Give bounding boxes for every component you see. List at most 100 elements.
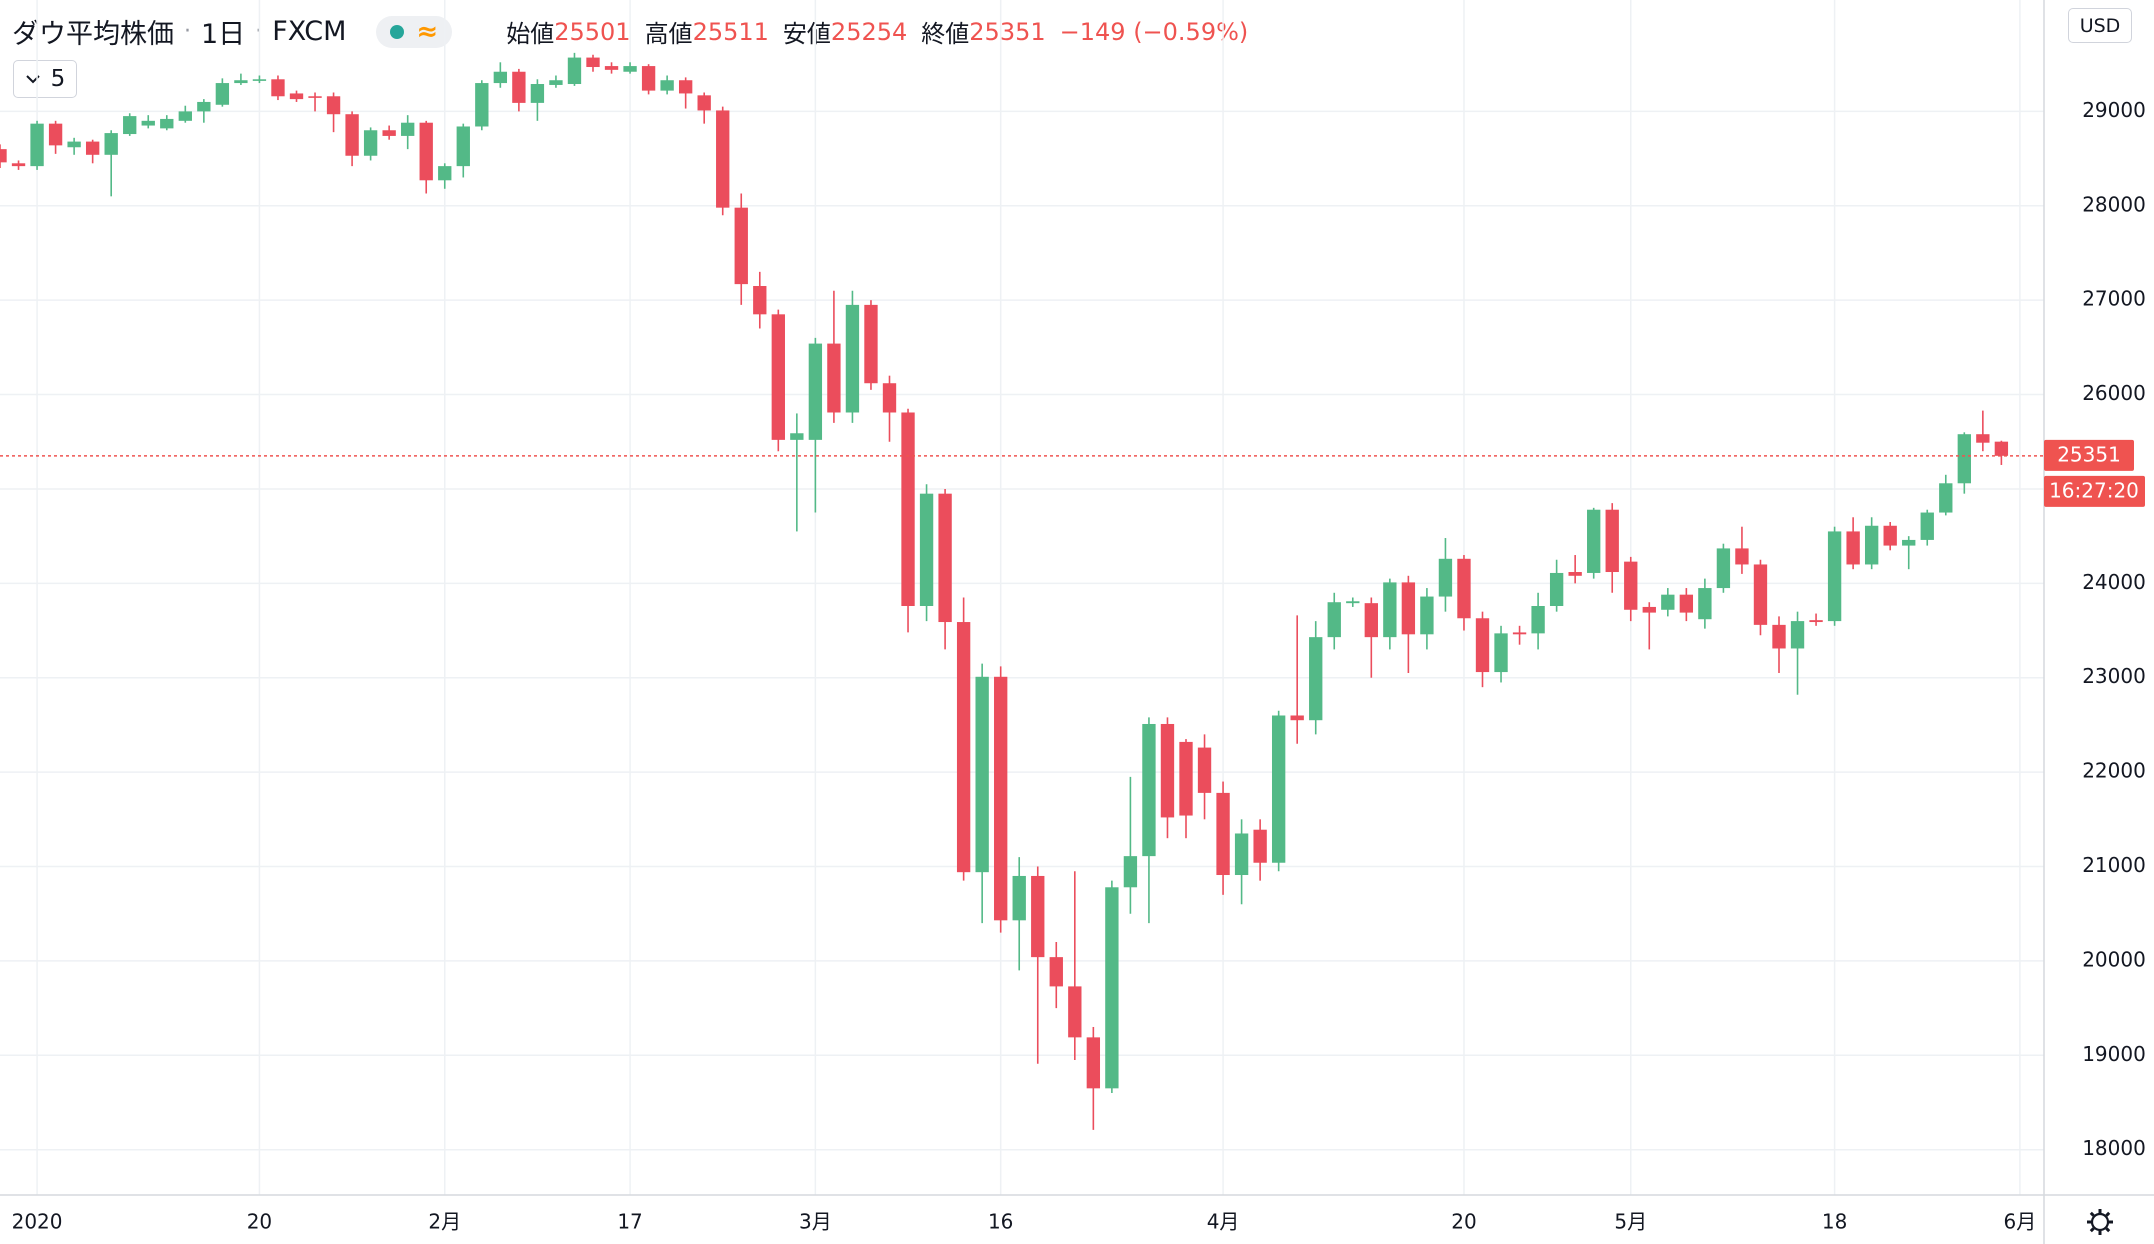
candle-body [938,493,952,623]
last-price-tag [2044,439,2134,471]
candle-body [1327,602,1341,638]
currency-button[interactable]: USD [2068,8,2132,43]
gear-tooth [2089,1211,2095,1217]
chart-header: ダウ平均株価 · 1日 · FXCM ≈ 始値 25501 高値 25511 安値 2… [12,12,1248,51]
candle-body [85,141,100,155]
candle-body [1790,621,1805,649]
candle-body [1049,957,1063,987]
high-value: 25511 [692,17,769,46]
candle-body [994,676,1008,921]
change-value: −149 (−0.59%) [1059,17,1249,46]
x-tick-label: 20 [247,1210,272,1234]
candle-body [1994,441,2009,456]
x-tick-label: 17 [617,1210,642,1234]
candle-body [1197,747,1212,793]
candle-body [326,96,341,115]
x-tick-label: 6月 [2004,1210,2037,1234]
settings-button[interactable] [2087,1209,2113,1235]
y-tick-label: 21000 [2082,853,2146,877]
delay-icon: ≈ [416,16,439,47]
candle-body [1271,715,1286,863]
y-tick-label: 23000 [2082,664,2146,688]
candle-body [845,304,860,413]
separator: · [255,19,263,44]
candle-body [1939,483,1953,513]
candle-body [1475,618,1490,673]
y-tick-label: 20000 [2082,947,2146,971]
candle-body [363,130,378,156]
y-tick-label: 19000 [2082,1042,2146,1066]
candle-body [919,493,934,606]
candle-body [1309,637,1323,721]
candle-body [0,149,7,163]
candle-body [790,433,804,440]
candle-body [1438,558,1453,597]
candle-body [252,79,267,81]
candle-body [419,122,433,181]
x-tick-label: 16 [988,1210,1013,1234]
candle-body [1401,582,1416,635]
candle-body [1123,856,1138,888]
candle-body [1512,632,1527,635]
y-tick-label: 24000 [2082,570,2146,594]
candle-body [1457,558,1471,619]
candle-body [123,116,137,135]
gear-tooth [2105,1227,2111,1233]
candle-body [1086,1037,1101,1089]
candle-body [1624,561,1638,610]
candle-body [530,84,545,103]
candle-body [1605,509,1619,573]
candle-body [1346,601,1360,604]
candle-body [1883,525,1897,546]
gear-icon [2090,1212,2110,1232]
candle-body [67,141,81,148]
candle-body [808,343,823,440]
candle-body [512,71,526,103]
candle-body [660,80,674,91]
candle-body [1957,434,1971,484]
close-label: 終値 [921,20,970,48]
countdown-label: 16:27:20 [2049,478,2139,502]
candle-body [382,130,396,136]
candle-body [30,123,44,167]
status-pill[interactable]: ≈ [376,15,453,48]
candle-body [827,343,841,413]
last-price-label: 25351 [2057,442,2121,466]
candle-body [1420,596,1434,635]
candle-body [1642,606,1656,613]
candle-body [456,126,470,167]
y-tick-label: 29000 [2082,98,2146,122]
candle-body [1142,723,1156,857]
candle-body [1012,875,1026,921]
x-tick-label: 5月 [1614,1210,1647,1234]
x-tick-label: 2020 [12,1210,63,1234]
candle-body [901,412,915,606]
candle-body [160,118,174,129]
candle-body [864,304,878,384]
x-tick-label: 18 [1822,1210,1847,1234]
candle-body [1735,548,1749,565]
candle-body [1549,572,1564,606]
y-tick-label: 28000 [2082,192,2146,216]
source: FXCM [272,16,347,47]
candle-body [623,66,637,72]
interval[interactable]: 1日 [201,19,246,50]
open-value: 25501 [554,17,631,46]
x-tick-label: 2月 [428,1210,461,1234]
low-label: 安値 [782,20,831,48]
candle-body [438,166,452,181]
y-tick-label: 27000 [2082,287,2146,311]
currency-label: USD [2079,14,2121,37]
candle-body [1846,531,1860,565]
candle-body [975,676,989,873]
candle-body [1716,548,1731,589]
candle-body [1160,723,1175,818]
legend-toggle[interactable]: 5 [13,60,77,98]
candle-body [1920,512,1934,540]
candle-body [882,383,897,413]
candle-body [178,111,192,121]
candle-body [697,95,711,111]
candle-body [641,66,656,91]
